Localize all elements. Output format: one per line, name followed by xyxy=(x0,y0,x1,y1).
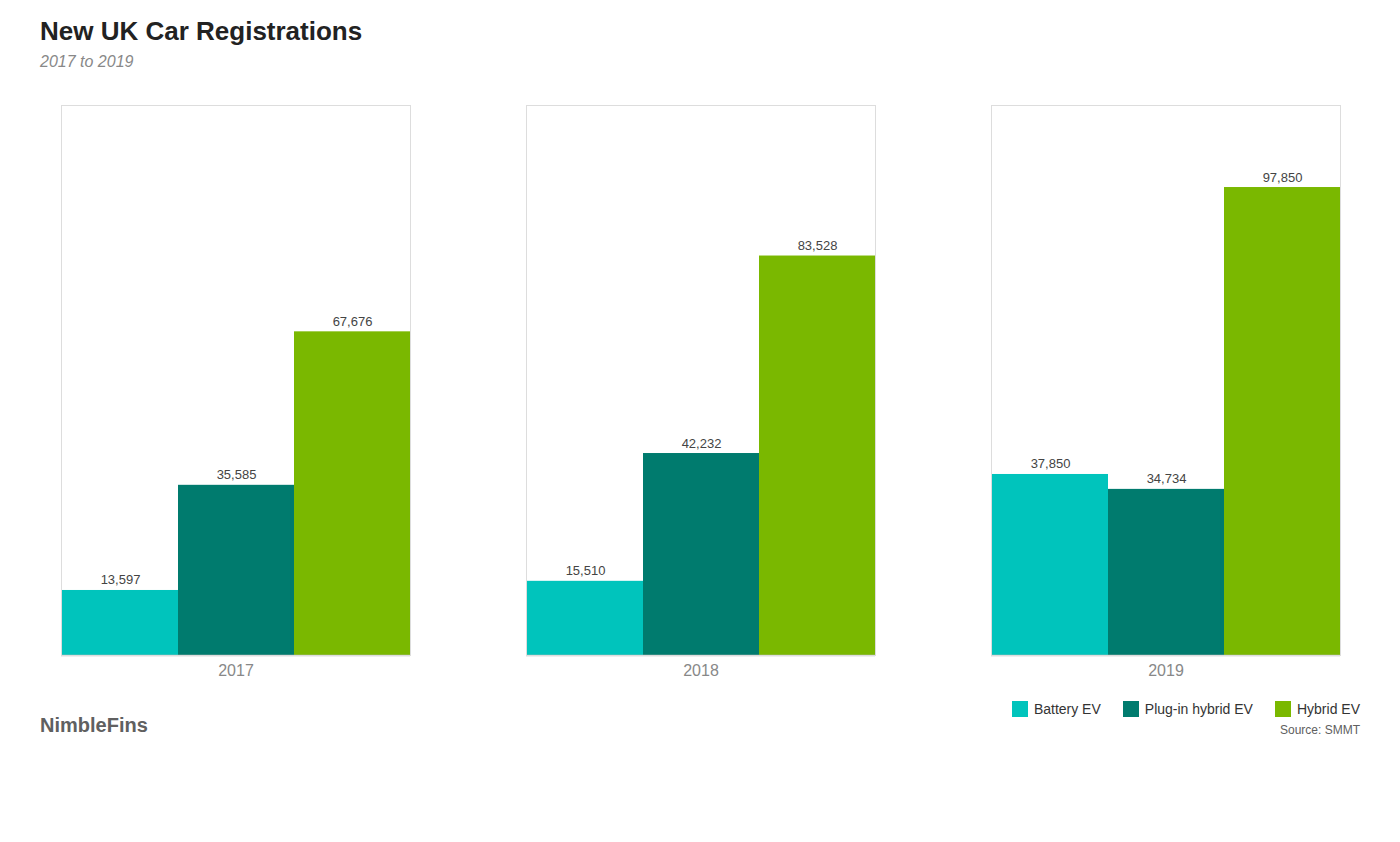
html-text:New UK Car Registrations: New UK Car Registrations xyxy=(40,16,363,46)
html-text:Battery EV: Battery EV xyxy=(1033,701,1101,717)
svg-text:2018: 2018 xyxy=(683,662,719,679)
svg-text:2017: 2017 xyxy=(218,662,254,679)
svg-text:67,676: 67,676 xyxy=(333,314,373,329)
svg-text:15,510: 15,510 xyxy=(566,563,606,578)
svg-text:83,528: 83,528 xyxy=(798,238,838,253)
svg-text:13,597: 13,597 xyxy=(101,572,141,587)
svg-text:35,585: 35,585 xyxy=(217,467,257,482)
html-text:Source: SMMT: Source: SMMT xyxy=(1280,723,1360,737)
html-text:Hybrid EV: Hybrid EV xyxy=(1297,701,1360,717)
svg-text:42,232: 42,232 xyxy=(682,436,722,451)
svg-text:37,850: 37,850 xyxy=(1031,456,1071,471)
html-text:NimbleFins: NimbleFins xyxy=(40,714,148,736)
svg-text:2019: 2019 xyxy=(1148,662,1184,679)
svg-text:97,850: 97,850 xyxy=(1263,170,1303,185)
html-text:Plug-in hybrid EV: Plug-in hybrid EV xyxy=(1144,701,1253,717)
svg-text:34,734: 34,734 xyxy=(1147,471,1187,486)
html-text:2017 to 2019: 2017 to 2019 xyxy=(40,53,134,70)
